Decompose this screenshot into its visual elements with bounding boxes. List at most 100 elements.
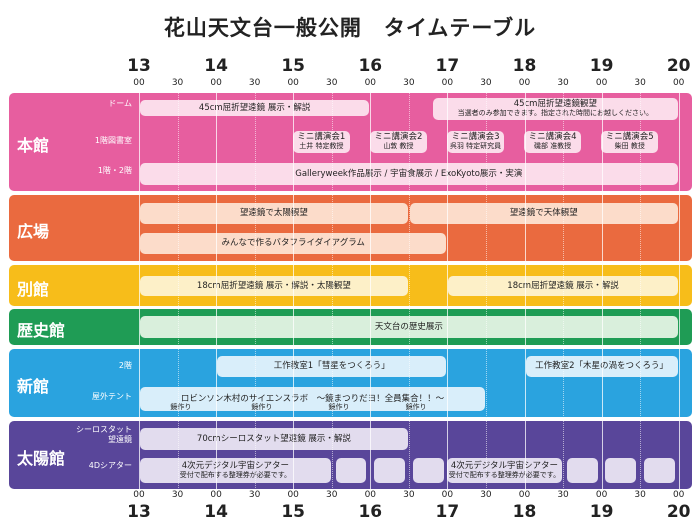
hour-label: 14: [204, 56, 228, 76]
venue-sublabel: ドーム: [108, 99, 132, 108]
minute-label: 30: [557, 78, 569, 88]
event-title: 18cm屈折望遠鏡 展示・解説・太陽観望: [196, 280, 351, 291]
hour-label: 15: [281, 502, 306, 522]
event-title: ミニ講演会1: [297, 132, 346, 142]
minute-label: 00: [595, 490, 608, 500]
minute-label: 30: [403, 78, 415, 88]
event-title: 45cm屈折望遠鏡観望: [513, 99, 597, 109]
minute-label: 30: [171, 490, 184, 500]
hour-label: 20: [666, 56, 691, 76]
event-title: 望遠鏡で天体観望: [509, 208, 578, 218]
event-gallery[interactable]: Galleryweek作品展示 / 宇宙食展示 / ExoKyoto展示・実演: [140, 163, 678, 185]
minute-label: 00: [518, 490, 531, 500]
minute-label: 00: [595, 78, 608, 88]
event-detail: 受付で配布する整理券が必要です。: [448, 470, 561, 479]
minute-label: 00: [287, 78, 299, 88]
event-title: ミニ講演会2: [374, 132, 423, 142]
event-tent[interactable]: ロビンソン木村のサイエンスラボ ～鏡まつりだヨ！全員集合！！～: [140, 387, 485, 411]
event-title: ミニ講演会4: [528, 132, 577, 142]
section-label-taiyo: 太陽館: [17, 449, 66, 468]
minute-label: 00: [210, 78, 222, 88]
minute-label: 30: [634, 490, 646, 500]
event-lecture3[interactable]: ミニ講演会3 呉羽 特定研究員: [446, 131, 505, 153]
hour-label: 16: [358, 502, 383, 522]
minute-label: 30: [326, 78, 338, 88]
venue-sublabel: 4Dシアター: [88, 461, 132, 470]
event-lecture1[interactable]: ミニ講演会1 土井 特定教授: [292, 131, 351, 153]
minute-label: 30: [171, 78, 184, 88]
event-lecture5[interactable]: ミニ講演会5 柴田 教授: [601, 131, 659, 153]
time-axis-top: 13 14 15 16 17 18 19 20 00 30 00 30 00 30 00 30 00 30 00 30…: [0, 56, 700, 96]
minute-label: 00: [210, 490, 222, 500]
event-dome2[interactable]: 45cm屈折望遠鏡観望 当選者のみ参加できます。指定された時間にお越しください。: [432, 98, 678, 120]
event-detail: 受付で配布する整理券が必要です。: [179, 470, 292, 479]
minute-label: 30: [480, 78, 492, 88]
venue-sublabel: 2階: [118, 361, 132, 370]
event-title: 望遠鏡で太陽観望: [239, 208, 308, 218]
event-workshop2[interactable]: 工作教室2「木星の渦をつくろう」: [525, 356, 678, 377]
event-detail: 柴田 教授: [614, 142, 645, 150]
craft-note: 鏡作り: [405, 403, 427, 411]
theater-slot[interactable]: [374, 458, 405, 483]
event-bekkan1[interactable]: 18cm屈折望遠鏡 展示・解説・太陽観望: [140, 276, 408, 296]
hour-label: 13: [127, 56, 151, 76]
event-theater2[interactable]: 4次元デジタル宇宙シアター 受付で配布する整理券が必要です。: [446, 458, 563, 483]
page-title: 花山天文台一般公開 タイムテーブル: [163, 16, 537, 40]
minute-label: 00: [364, 78, 377, 88]
hour-label: 13: [127, 502, 151, 522]
theater-slot[interactable]: [644, 458, 675, 483]
craft-note: 鏡作り: [170, 403, 192, 411]
minute-label: 00: [441, 490, 454, 500]
hour-label: 17: [435, 56, 460, 76]
event-title: 70cmシーロスタット望遠鏡 展示・解説: [196, 433, 351, 444]
event-history[interactable]: 天文台の歴史展示: [140, 316, 678, 338]
section-label-rekishi: 歴史館: [17, 321, 66, 340]
minute-label: 00: [287, 490, 299, 500]
event-lecture4[interactable]: ミニ講演会4 磯部 准教授: [523, 131, 582, 153]
minute-label: 30: [557, 490, 569, 500]
event-detail: 山敦 教授: [383, 142, 414, 150]
event-title: 4次元デジタル宇宙シアター: [450, 460, 559, 471]
minute-label: 00: [441, 78, 454, 88]
section-label-honkan: 本館: [17, 136, 50, 155]
minute-label: 00: [518, 78, 531, 88]
event-workshop1[interactable]: 工作教室1「彗星をつくろう」: [217, 356, 447, 377]
minute-label: 00: [364, 490, 377, 500]
craft-note: 鏡作り: [328, 403, 350, 411]
event-dome1[interactable]: 45cm屈折望遠鏡 展示・解説: [140, 100, 370, 116]
hour-label: 15: [281, 56, 306, 76]
hour-label: 14: [204, 502, 228, 522]
event-detail: 当選者のみ参加できます。指定された時間にお越しください。: [457, 109, 653, 117]
minute-label: 00: [133, 490, 145, 500]
event-coelostat[interactable]: 70cmシーロスタット望遠鏡 展示・解説: [140, 428, 408, 450]
theater-slot[interactable]: [335, 458, 367, 483]
event-title: 4次元デジタル宇宙シアター: [181, 460, 289, 471]
event-stars[interactable]: 望遠鏡で天体観望: [409, 203, 678, 224]
time-axis-bottom: 13 14 15 16 17 18 19 20 00 30 00 30 00 30 00 30 00 30 00 30…: [0, 488, 700, 528]
theater-slot[interactable]: [412, 458, 444, 483]
event-title: 工作教室2「木星の渦をつくろう」: [535, 361, 669, 371]
event-bekkan2[interactable]: 18cm屈折望遠鏡 展示・解説: [448, 276, 678, 296]
hour-label: 20: [666, 502, 691, 522]
event-title: 45cm屈折望遠鏡 展示・解説: [198, 102, 311, 113]
minute-label: 30: [248, 78, 261, 88]
event-title: ミニ講演会3: [451, 132, 500, 142]
event-title: 18cm屈折望遠鏡 展示・解説: [507, 280, 619, 291]
event-theater1[interactable]: 4次元デジタル宇宙シアター 受付で配布する整理券が必要です。: [140, 458, 331, 483]
event-title: ロビンソン木村のサイエンスラボ ～鏡まつりだヨ！全員集合！！～: [180, 393, 445, 404]
event-title: 天文台の歴史展示: [374, 321, 443, 332]
minute-label: 30: [634, 78, 646, 88]
theater-slot[interactable]: [605, 458, 637, 483]
event-lecture2[interactable]: ミニ講演会2 山敦 教授: [369, 131, 428, 153]
minute-label: 00: [672, 78, 685, 88]
section-label-bekkan: 別館: [17, 279, 50, 299]
event-detail: 磯部 准教授: [534, 142, 572, 150]
minute-label: 30: [480, 490, 492, 500]
minute-label: 00: [133, 78, 145, 88]
theater-slot[interactable]: [566, 458, 598, 483]
hour-label: 17: [435, 502, 460, 522]
event-title: Galleryweek作品展示 / 宇宙食展示 / ExoKyoto展示・実演: [295, 168, 523, 179]
event-butterfly[interactable]: みんなで作るバタフライダイアグラム: [140, 233, 447, 254]
event-title: みんなで作るバタフライダイアグラム: [221, 238, 365, 248]
event-sun[interactable]: 望遠鏡で太陽観望: [140, 203, 408, 224]
